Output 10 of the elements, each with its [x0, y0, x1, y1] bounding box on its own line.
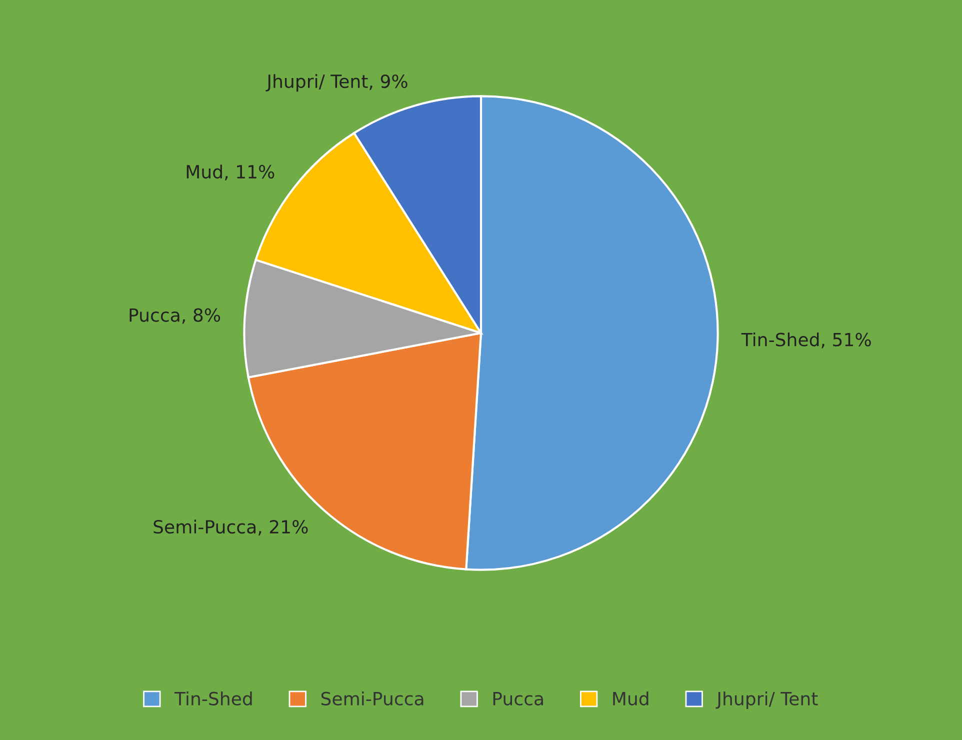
data-label: Mud, 11% — [186, 164, 274, 180]
data-label: Jhupri/ Tent, 9% — [266, 74, 408, 92]
data-label: Tin-Shed, 51% — [741, 332, 871, 348]
legend-label: Jhupri/ Tent — [716, 691, 818, 709]
legend-label: Tin-Shed — [174, 691, 252, 706]
legend-label: Pucca — [493, 692, 543, 706]
data-label: Semi-Pucca, 21% — [154, 520, 308, 536]
legend-label: Semi-Pucca — [321, 691, 424, 706]
legend-label: Mud — [613, 691, 648, 706]
data-label: Pucca, 8% — [130, 308, 220, 324]
